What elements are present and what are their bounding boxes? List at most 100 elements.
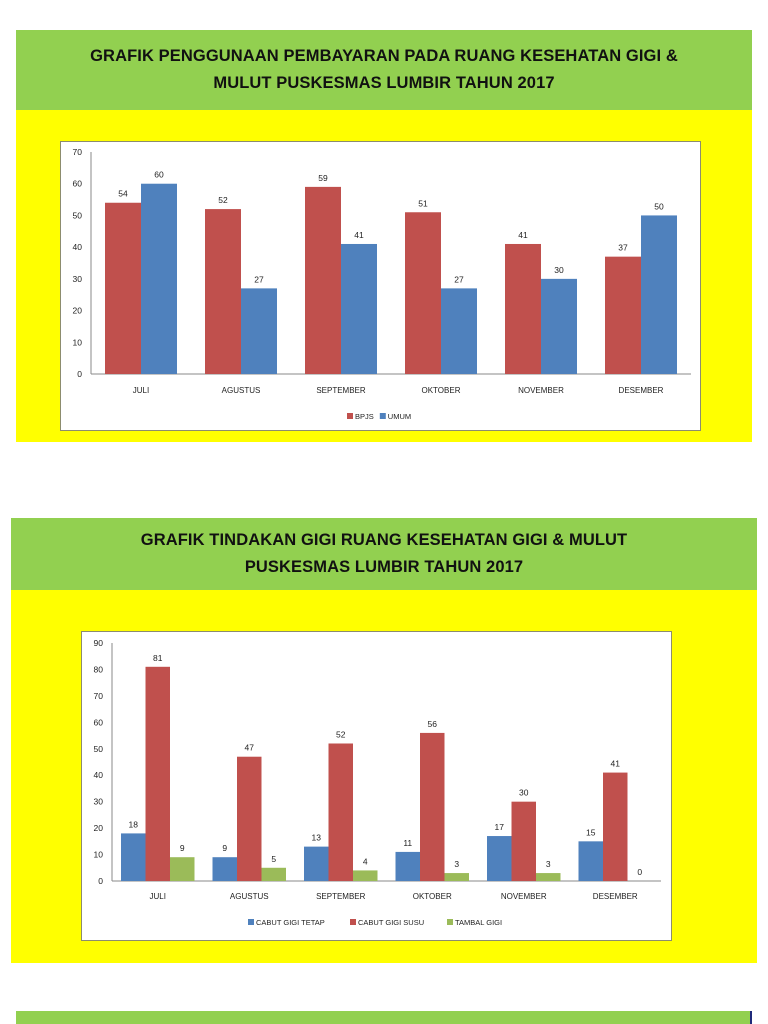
- y-tick-label: 90: [94, 638, 104, 648]
- chart2-title-band: GRAFIK TINDAKAN GIGI RUANG KESEHATAN GIG…: [11, 518, 757, 590]
- bar-cabut-gigi-tetap-desember: [578, 841, 603, 881]
- y-tick-label: 0: [77, 369, 82, 379]
- bar-bpjs-oktober: [405, 212, 441, 374]
- data-label: 47: [245, 743, 255, 753]
- y-tick-label: 50: [73, 210, 83, 220]
- chart1-title-line2: MULUT PUSKESMAS LUMBIR TAHUN 2017: [213, 74, 555, 92]
- x-tick-label: SEPTEMBER: [316, 386, 366, 395]
- legend-swatch: [347, 413, 353, 419]
- y-tick-label: 40: [94, 770, 104, 780]
- y-tick-label: 0: [98, 876, 103, 886]
- data-label: 5: [271, 854, 276, 864]
- legend-label: UMUM: [388, 412, 411, 421]
- data-label: 18: [129, 819, 139, 829]
- legend-label: TAMBAL GIGI: [455, 918, 502, 927]
- bar-tambal-gigi-oktober: [444, 873, 469, 881]
- bar-cabut-gigi-susu-agustus: [237, 756, 262, 881]
- data-label: 3: [546, 859, 551, 869]
- bar-cabut-gigi-susu-september: [328, 743, 353, 881]
- y-tick-label: 10: [94, 850, 104, 860]
- bar-cabut-gigi-susu-desember: [603, 772, 628, 881]
- bar-bpjs-november: [505, 243, 541, 374]
- bar-umum-oktober: [441, 288, 477, 374]
- bar-cabut-gigi-susu-oktober: [420, 732, 445, 881]
- x-tick-label: NOVEMBER: [501, 892, 547, 901]
- data-label: 30: [519, 788, 529, 798]
- bar-cabut-gigi-susu-juli: [145, 666, 170, 881]
- data-label: 52: [336, 729, 346, 739]
- x-tick-label: DESEMBER: [593, 892, 638, 901]
- legend-swatch: [447, 919, 453, 925]
- y-tick-label: 60: [94, 717, 104, 727]
- data-label: 59: [318, 173, 328, 183]
- bar-cabut-gigi-tetap-november: [487, 836, 512, 881]
- bar-cabut-gigi-susu-november: [511, 801, 536, 881]
- data-label: 60: [154, 170, 164, 180]
- legend-label: CABUT GIGI TETAP: [256, 918, 325, 927]
- y-tick-label: 20: [73, 306, 83, 316]
- y-tick-label: 80: [94, 664, 104, 674]
- bar-cabut-gigi-tetap-juli: [121, 833, 146, 881]
- bar-tambal-gigi-september: [353, 870, 378, 881]
- data-label: 9: [222, 843, 227, 853]
- y-tick-label: 10: [73, 337, 83, 347]
- y-tick-label: 70: [73, 147, 83, 157]
- data-label: 3: [454, 859, 459, 869]
- chart3-title-band-partial: [16, 1011, 750, 1024]
- y-tick-label: 30: [94, 797, 104, 807]
- chart1-title-line1: GRAFIK PENGGUNAAN PEMBAYARAN PADA RUANG …: [90, 47, 678, 65]
- bar-umum-desember: [641, 215, 677, 374]
- data-label: 41: [354, 230, 364, 240]
- data-label: 54: [118, 189, 128, 199]
- chart2-frame: 0 10 20 30 40 50 60 70 80 90 18 81 9 JULI 9 47 5 AGUSTUS 1…: [81, 631, 672, 941]
- x-tick-label: OKTOBER: [413, 892, 452, 901]
- x-tick-label: JULI: [133, 386, 149, 395]
- bar-umum-juli: [141, 183, 177, 374]
- data-label: 52: [218, 195, 228, 205]
- legend-label: CABUT GIGI SUSU: [358, 918, 424, 927]
- data-label: 41: [518, 230, 528, 240]
- bar-bpjs-agustus: [205, 209, 241, 374]
- x-tick-label: OKTOBER: [422, 386, 461, 395]
- data-label: 15: [586, 827, 596, 837]
- page-edge-line: [750, 1011, 752, 1024]
- bar-bpjs-september: [305, 186, 341, 374]
- data-label: 13: [312, 833, 322, 843]
- x-tick-label: JULI: [150, 892, 166, 901]
- bar-cabut-gigi-tetap-agustus: [212, 857, 237, 881]
- chart2-title-line1: GRAFIK TINDAKAN GIGI RUANG KESEHATAN GIG…: [140, 531, 628, 549]
- data-label: 27: [254, 274, 264, 284]
- y-tick-label: 20: [94, 823, 104, 833]
- bar-bpjs-juli: [105, 202, 141, 374]
- data-label: 37: [618, 243, 628, 253]
- data-label: 27: [454, 274, 464, 284]
- legend-swatch: [379, 413, 386, 419]
- bar-bpjs-desember: [605, 256, 641, 374]
- y-tick-label: 30: [73, 274, 83, 284]
- data-label: 41: [611, 759, 621, 769]
- legend-swatch: [350, 919, 356, 925]
- y-tick-label: 40: [73, 242, 83, 252]
- y-tick-label: 50: [94, 744, 104, 754]
- chart1-frame: 0 10 20 30 40 50 60 70 54 60 JULI 52 27 AGUSTUS 59 41 SE…: [60, 141, 701, 431]
- x-tick-label: AGUSTUS: [230, 892, 269, 901]
- x-tick-label: DESEMBER: [619, 386, 664, 395]
- x-tick-label: NOVEMBER: [518, 386, 564, 395]
- bar-tambal-gigi-november: [536, 873, 561, 881]
- bar-umum-november: [541, 278, 577, 374]
- data-label: 17: [495, 822, 505, 832]
- x-tick-label: AGUSTUS: [222, 386, 261, 395]
- data-label: 30: [554, 265, 564, 275]
- x-tick-label: SEPTEMBER: [316, 892, 366, 901]
- y-tick-label: 60: [73, 179, 83, 189]
- data-label: 11: [403, 838, 412, 848]
- data-label: 51: [418, 198, 428, 208]
- bar-cabut-gigi-tetap-september: [304, 846, 329, 881]
- data-label: 9: [180, 843, 185, 853]
- y-tick-label: 70: [94, 691, 104, 701]
- chart2-plot: 010203040506070809018819JULI9475AGUSTUS1…: [94, 638, 661, 927]
- bar-umum-september: [341, 243, 377, 374]
- chart2-title-line2: PUSKESMAS LUMBIR TAHUN 2017: [244, 558, 524, 576]
- data-label: 4: [363, 856, 368, 866]
- bar-cabut-gigi-tetap-oktober: [395, 851, 420, 881]
